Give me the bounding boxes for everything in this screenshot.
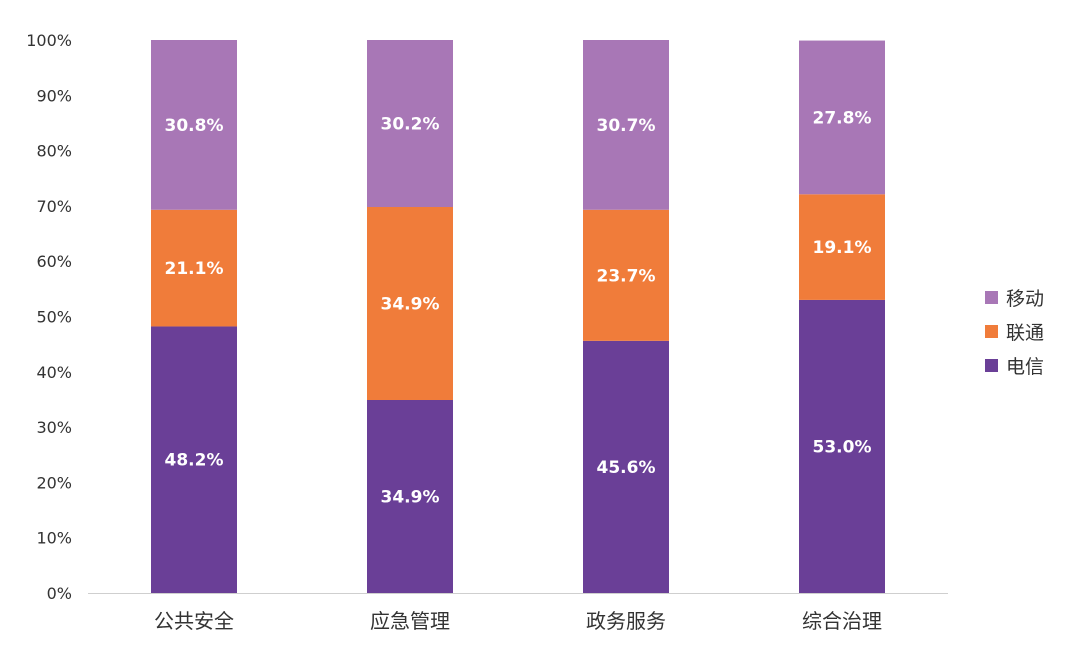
y-tick-label: 100% bbox=[26, 31, 72, 50]
legend-label: 电信 bbox=[1006, 356, 1044, 378]
bar-segment bbox=[367, 40, 453, 208]
data-label: 53.0% bbox=[813, 437, 872, 457]
y-tick-label: 10% bbox=[36, 529, 72, 548]
legend-swatch bbox=[985, 291, 998, 304]
bar-segment bbox=[799, 299, 885, 593]
x-axis: 公共安全 应急管理 政务服务 综合治理 bbox=[154, 609, 882, 633]
legend-label: 联通 bbox=[1006, 322, 1044, 344]
y-tick-label: 70% bbox=[36, 197, 72, 216]
x-category-label: 综合治理 bbox=[802, 609, 882, 633]
bars bbox=[151, 40, 885, 593]
y-tick-label: 90% bbox=[36, 86, 72, 105]
bar-segment bbox=[583, 209, 669, 341]
data-label: 45.6% bbox=[597, 458, 656, 478]
data-label: 27.8% bbox=[813, 108, 872, 128]
y-tick-label: 30% bbox=[36, 418, 72, 437]
data-label: 21.1% bbox=[165, 259, 224, 279]
bar-segment bbox=[151, 40, 237, 210]
legend-label: 移动 bbox=[1006, 288, 1044, 310]
x-category-label: 政务服务 bbox=[586, 609, 666, 633]
bar-segment bbox=[799, 40, 885, 195]
legend-swatch bbox=[985, 359, 998, 372]
bar-segment bbox=[799, 194, 885, 300]
data-label: 30.2% bbox=[381, 115, 440, 135]
bar-segment bbox=[151, 209, 237, 327]
y-tick-label: 50% bbox=[36, 308, 72, 327]
data-label: 34.9% bbox=[381, 488, 440, 508]
y-tick-label: 40% bbox=[36, 363, 72, 382]
data-label: 48.2% bbox=[165, 451, 224, 471]
y-tick-label: 20% bbox=[36, 473, 72, 492]
bar-segment bbox=[367, 207, 453, 401]
data-labels: 48.2% 21.1% 30.8% 34.9% 34.9% 30.2% 45.6% 23.7%… bbox=[165, 108, 872, 507]
y-tick-label: 80% bbox=[36, 142, 72, 161]
x-category-label: 应急管理 bbox=[370, 609, 450, 633]
data-label: 23.7% bbox=[597, 266, 656, 286]
data-label: 30.7% bbox=[597, 116, 656, 136]
bar-segment bbox=[151, 326, 237, 593]
data-label: 30.8% bbox=[165, 116, 224, 136]
bar-segment bbox=[583, 40, 669, 210]
y-axis: 0% 10% 20% 30% 40% 50% 60% 70% 80% 90% 100% bbox=[26, 31, 72, 603]
bar-segment bbox=[583, 340, 669, 593]
y-tick-label: 60% bbox=[36, 252, 72, 271]
legend-swatch bbox=[985, 325, 998, 338]
data-label: 19.1% bbox=[813, 238, 872, 258]
y-tick-label: 0% bbox=[47, 584, 72, 603]
bar-segment bbox=[367, 400, 453, 593]
data-label: 34.9% bbox=[381, 295, 440, 315]
x-category-label: 公共安全 bbox=[154, 609, 234, 633]
